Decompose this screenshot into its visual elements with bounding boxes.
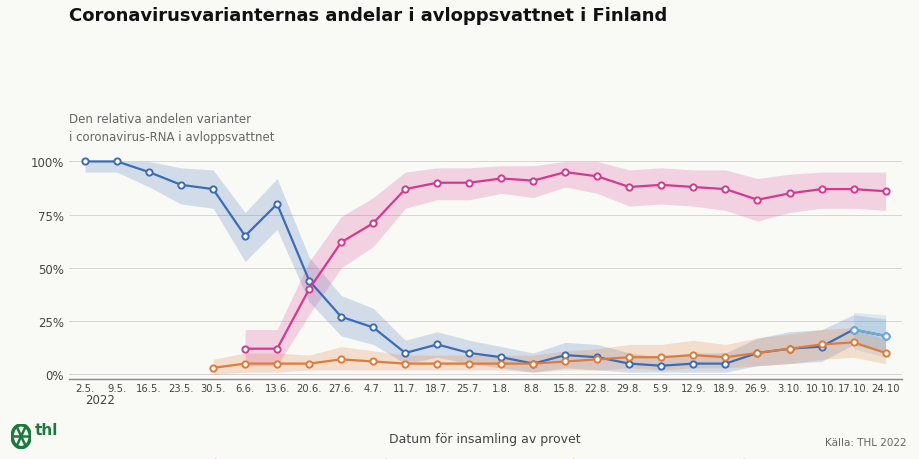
Text: 2022: 2022 <box>85 394 115 407</box>
Text: Källa: THL 2022: Källa: THL 2022 <box>823 437 905 448</box>
Text: Coronavirusvarianternas andelar i avloppsvattnet i Finland: Coronavirusvarianternas andelar i avlopp… <box>69 7 666 25</box>
Text: thl: thl <box>35 422 58 437</box>
Text: Den relativa andelen varianter: Den relativa andelen varianter <box>69 112 251 125</box>
X-axis label: Datum för insamling av provet: Datum för insamling av provet <box>389 432 581 445</box>
Text: i coronavirus-RNA i avloppsvattnet: i coronavirus-RNA i avloppsvattnet <box>69 131 274 144</box>
